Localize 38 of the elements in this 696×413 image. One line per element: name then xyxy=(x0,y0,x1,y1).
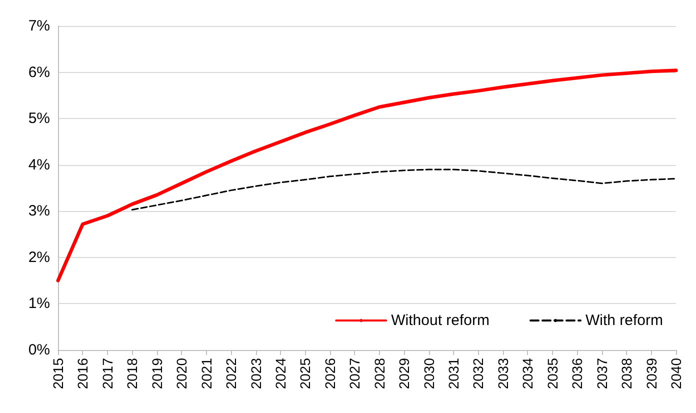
x-tick-label: 2025 xyxy=(297,358,314,390)
x-tick-label: 2028 xyxy=(371,358,388,390)
x-tick-label: 2022 xyxy=(223,358,240,390)
y-tick-label: 4% xyxy=(28,156,50,174)
x-tick-label: 2024 xyxy=(272,358,288,390)
y-tick-label: 5% xyxy=(28,110,50,128)
x-tick-label: 2015 xyxy=(50,358,66,390)
x-tick-label: 2029 xyxy=(396,358,412,390)
x-tick-label: 2032 xyxy=(470,358,486,390)
x-tick-label: 2035 xyxy=(544,358,560,390)
x-tick-label: 2026 xyxy=(322,358,338,390)
x-tick-label: 2016 xyxy=(74,358,91,390)
line-series xyxy=(56,68,678,282)
y-tick-label: 7% xyxy=(28,18,50,34)
x-tick-label: 2036 xyxy=(569,358,586,390)
x-tick-label: 2039 xyxy=(643,358,660,390)
y-tick-label: 2% xyxy=(28,248,50,266)
x-tick-label: 2033 xyxy=(494,358,511,390)
y-tick-label: 3% xyxy=(28,202,50,220)
x-tick-label: 2020 xyxy=(174,358,190,390)
x-tick-label: 2037 xyxy=(594,358,610,390)
y-tick-label: 0% xyxy=(28,342,50,358)
x-tick-label: 2040 xyxy=(668,358,684,390)
x-tick-label: 2019 xyxy=(148,358,165,390)
x-tick-label: 2030 xyxy=(420,358,437,390)
y-tick-label: 6% xyxy=(28,64,50,81)
y-tick-label: 1% xyxy=(28,295,50,312)
x-tick-label: 2038 xyxy=(618,358,635,390)
x-tick-label: 2034 xyxy=(520,358,536,390)
x-tick-label: 2027 xyxy=(346,358,363,390)
line-series xyxy=(131,168,677,211)
x-tick-label: 2023 xyxy=(248,358,264,390)
x-tick-label: 2021 xyxy=(198,358,214,390)
x-tick-label: 2017 xyxy=(99,358,116,390)
legend-label: Without reform xyxy=(391,312,490,329)
x-tick-label: 2031 xyxy=(446,358,462,390)
legend-label: With reform xyxy=(585,312,664,329)
x-tick-label: 2018 xyxy=(124,358,140,390)
